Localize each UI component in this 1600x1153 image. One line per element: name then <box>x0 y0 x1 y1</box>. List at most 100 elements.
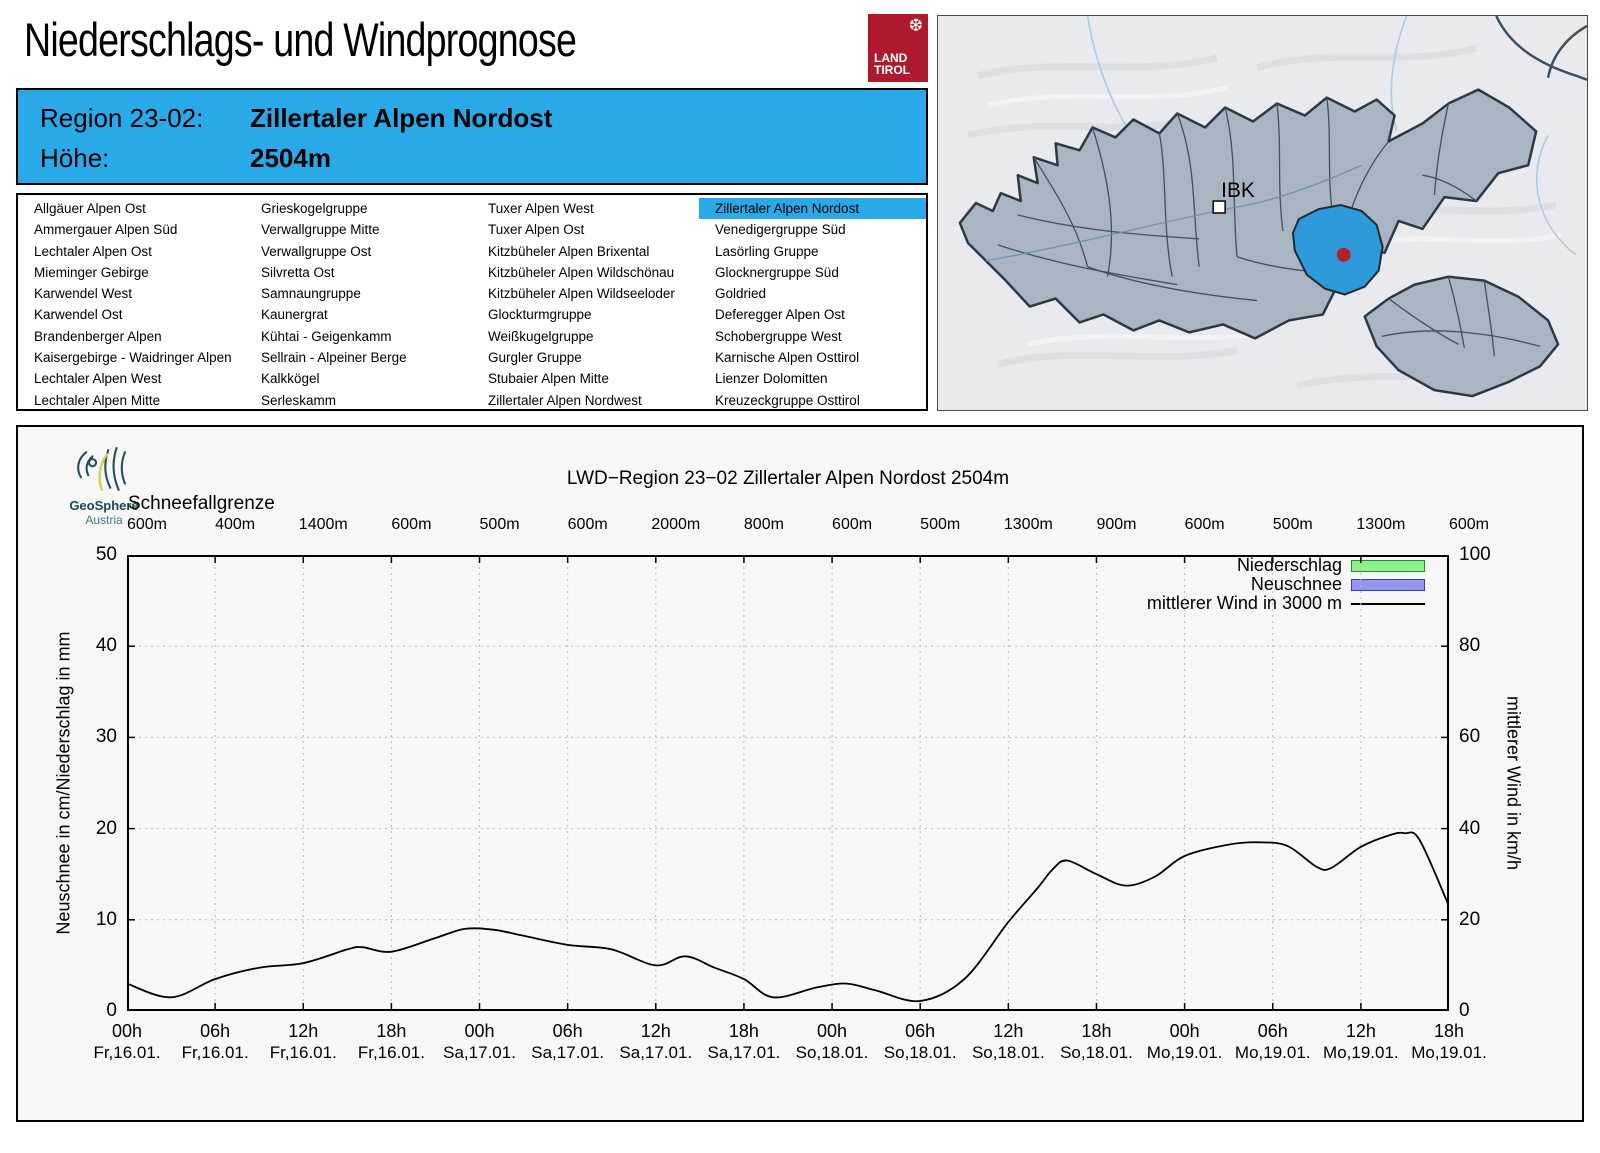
region-list-item[interactable]: Samnaungruppe <box>261 286 361 302</box>
right-axis-tick: 100 <box>1459 544 1491 565</box>
region-list-item[interactable]: Mieminger Gebirge <box>34 264 149 280</box>
geosphere-logo: GeoSphere Austria <box>56 447 152 527</box>
ibk-marker-square <box>1212 200 1226 214</box>
region-list-item[interactable]: Brandenberger Alpen <box>34 328 162 344</box>
left-axis-tick: 20 <box>95 817 117 839</box>
geosphere-logo-mark <box>77 447 126 492</box>
region-list-item[interactable]: Lienzer Dolomitten <box>715 371 828 387</box>
region-list-item[interactable]: Schobergruppe West <box>715 328 842 344</box>
x-tick-day: Mo,19.01. <box>1411 1043 1487 1062</box>
region-list-item[interactable]: Lechtaler Alpen Mitte <box>34 392 161 408</box>
x-tick-hour: 12h <box>640 1021 671 1041</box>
region-list-item[interactable]: Kitzbüheler Alpen Wildschönau <box>488 264 675 280</box>
wind-curve <box>127 831 1449 1003</box>
region-list-item[interactable]: Serleskamm <box>261 392 337 408</box>
right-axis-tick: 40 <box>1459 817 1481 839</box>
region-column-4: Zillertaler Alpen Nordost Venedigergruppe… <box>699 198 926 409</box>
chart-legend: Niederschlag Neuschnee mittlerer Wind in… <box>127 555 1449 613</box>
geosphere-logo-text2: Austria <box>85 513 123 527</box>
region-column-3: Tuxer Alpen West Tuxer Alpen Ost Kitzbühel… <box>472 198 699 409</box>
snowline-value: 500m <box>479 516 520 533</box>
wind-line-swatch <box>1351 602 1425 605</box>
region-label: Region 23-02: <box>40 103 204 133</box>
region-list-item[interactable]: Kitzbüheler Alpen Brixental <box>488 243 650 259</box>
region-list-item[interactable]: Zillertaler Alpen Nordwest <box>488 392 642 408</box>
region-column-2: Grieskogelgruppe Verwallgruppe Mitte Verwa… <box>245 198 472 409</box>
region-list-item[interactable]: Kühtai - Geigenkamm <box>261 328 392 344</box>
region-list-item[interactable]: Kitzbüheler Alpen Wildseeloder <box>488 286 675 302</box>
region-list-item[interactable]: Verwallgruppe Mitte <box>261 222 380 238</box>
region-list-item[interactable]: Glocknergruppe Süd <box>715 264 839 280</box>
map-region-north-tyrol[interactable] <box>958 88 1538 340</box>
x-tick-day: Mo,19.01. <box>1146 1043 1223 1062</box>
map-subregion-borders-east <box>1381 276 1541 357</box>
region-list-item[interactable]: Glockturmgruppe <box>488 307 592 323</box>
map-region-east-tyrol[interactable] <box>1363 275 1560 398</box>
x-tick-hour: 18h <box>376 1021 407 1041</box>
x-tick-hour: 00h <box>464 1021 495 1041</box>
region-list-item[interactable]: Kreuzeckgruppe Osttirol <box>715 392 860 408</box>
x-tick-hour: 00h <box>817 1021 848 1041</box>
region-list-item[interactable]: Verwallgruppe Ost <box>261 243 372 259</box>
x-tick-hour: 00h <box>1169 1021 1200 1041</box>
region-list-item[interactable]: Kaisergebirge - Waidringer Alpen <box>34 350 232 366</box>
region-list-item[interactable]: Allgäuer Alpen Ost <box>34 201 146 216</box>
region-list-item[interactable]: Deferegger Alpen Ost <box>715 307 845 323</box>
region-list-item[interactable]: Weißkugelgruppe <box>488 328 594 344</box>
region-list-item[interactable]: Stubaier Alpen Mitte <box>488 371 609 387</box>
right-axis-tick: 60 <box>1459 726 1481 748</box>
region-list-item[interactable]: Lechtaler Alpen West <box>34 371 162 387</box>
x-tick-hour: 06h <box>200 1021 231 1041</box>
left-axis-tick: 0 <box>106 1000 117 1021</box>
region-list-item[interactable]: Karwendel Ost <box>34 307 123 323</box>
snowline-value: 1300m <box>1003 516 1053 533</box>
x-tick-hour: 12h <box>993 1021 1024 1041</box>
snowline-value: 900m <box>1096 516 1137 533</box>
region-list-item[interactable]: Goldried <box>715 286 767 302</box>
region-list-item[interactable]: Karnische Alpen Osttirol <box>715 350 860 366</box>
region-list-item[interactable]: Lechtaler Alpen Ost <box>34 243 152 259</box>
x-tick-hour: 18h <box>1081 1021 1112 1041</box>
region-list-item[interactable]: Zillertaler Alpen Nordost <box>699 198 926 220</box>
snowline-value: 600m <box>1184 516 1225 533</box>
x-tick-day: So,18.01. <box>795 1043 869 1062</box>
national-border-line-2 <box>1546 24 1587 78</box>
snowline-value: 600m <box>567 516 608 533</box>
snowline-value: 600m <box>126 516 168 533</box>
niederschlag-swatch <box>1351 559 1425 572</box>
x-tick-day: Sa,17.01. <box>707 1043 781 1062</box>
region-list-item[interactable]: Sellrain - Alpeiner Berge <box>261 350 407 366</box>
snowflake-icon: ❆ <box>908 16 923 35</box>
right-axis-tick: 0 <box>1459 1000 1470 1021</box>
geosphere-logo-text1: GeoSphere <box>69 498 139 513</box>
snowline-value: 2000m <box>651 516 701 533</box>
region-list-item[interactable]: Kaunergrat <box>261 307 328 323</box>
region-list-item[interactable]: Lasörling Gruppe <box>715 243 819 259</box>
region-list-item[interactable]: Silvretta Ost <box>261 264 335 280</box>
snowline-value: 600m <box>391 516 432 533</box>
snowline-label: Schneefallgrenze <box>128 493 275 514</box>
x-tick-day: Fr,16.01. <box>269 1043 337 1062</box>
region-list-item[interactable]: Venedigergruppe Süd <box>715 222 846 238</box>
region-column-1: Allgäuer Alpen Ost Ammergauer Alpen Süd Le… <box>18 198 245 409</box>
region-list-item[interactable]: Tuxer Alpen Ost <box>488 222 585 238</box>
right-axis-tick: 20 <box>1459 908 1481 930</box>
x-tick-day: Mo,19.01. <box>1234 1043 1311 1062</box>
x-tick-hour: 06h <box>552 1021 583 1041</box>
land-tirol-logo-text: LAND TIROL <box>874 51 910 77</box>
region-list-item[interactable]: Gurgler Gruppe <box>488 350 582 366</box>
region-list-item[interactable]: Grieskogelgruppe <box>261 201 368 216</box>
region-list-item[interactable]: Tuxer Alpen West <box>488 201 594 216</box>
region-list-item[interactable]: Kalkkögel <box>261 371 320 387</box>
x-tick-hour: 06h <box>1257 1021 1288 1041</box>
x-tick-day: So,18.01. <box>1060 1043 1133 1062</box>
x-tick-day: So,18.01. <box>883 1043 957 1062</box>
ibk-label: IBK <box>1221 179 1255 202</box>
tirol-map: IBK <box>937 15 1588 411</box>
map-region-highlight-zillertaler-alpen-nordost[interactable] <box>1291 204 1384 296</box>
chart-title: LWD−Region 23−02 Zillertaler Alpen Nordo… <box>566 468 1010 489</box>
region-list-item[interactable]: Karwendel West <box>34 286 133 302</box>
page-title: Niederschlags- und Windprognose <box>24 13 577 66</box>
region-list-item[interactable]: Ammergauer Alpen Süd <box>34 222 178 238</box>
